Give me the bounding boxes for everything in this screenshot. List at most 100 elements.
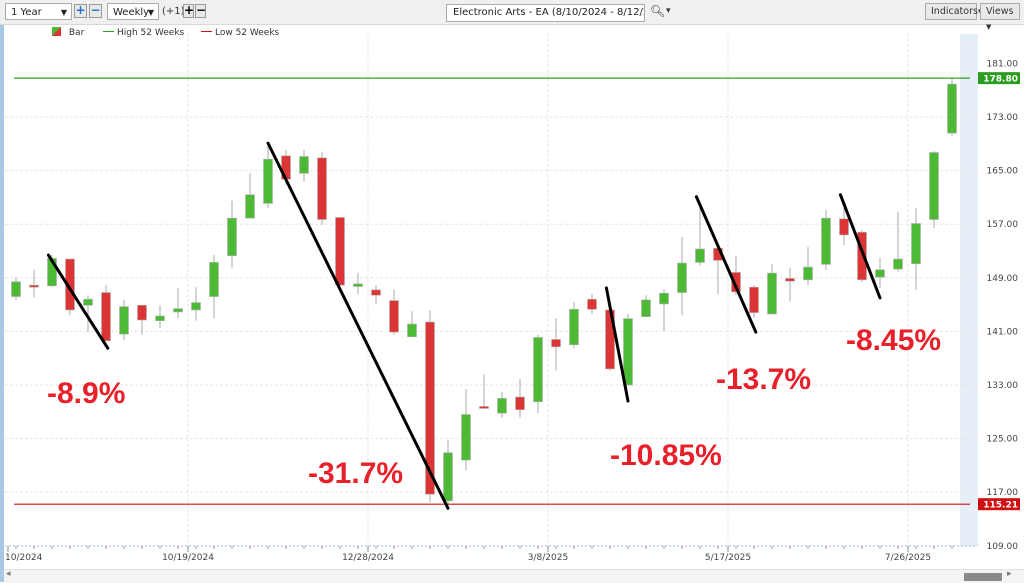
chevron-down-icon: ▼ [60, 8, 67, 17]
low-52-week-tag [978, 498, 1020, 511]
y-tick-label: 173.00 [987, 113, 1019, 123]
y-tick-label: 181.00 [987, 59, 1019, 69]
candle-up [245, 194, 255, 219]
candle-up [911, 223, 921, 265]
high-line-swatch [103, 31, 115, 32]
candle-down [785, 278, 795, 282]
trend-line [266, 141, 450, 510]
candle-up [929, 152, 939, 220]
offset-minus-button[interactable]: − [195, 3, 207, 18]
candle-up [821, 217, 831, 265]
interval-select[interactable]: Weekly ▼ [107, 3, 159, 20]
candle-up [191, 302, 201, 311]
chevron-down-icon: ▼ [986, 23, 992, 31]
candle-up [533, 337, 543, 403]
offset-plus-button[interactable]: + [183, 3, 195, 18]
candle-down [137, 304, 147, 321]
period-value: 1 Year [11, 7, 42, 18]
candle-down [371, 289, 381, 296]
high-52-week-tag-label: 178.80 [983, 75, 1018, 85]
annotation-label: -13.7% [716, 363, 812, 396]
candle-up [83, 298, 93, 306]
annotation-label: -8.45% [846, 324, 942, 357]
annotation-label: -10.85% [610, 439, 722, 472]
candle-down [515, 396, 525, 411]
candle-up [947, 83, 957, 134]
price-chart[interactable]: 181.00 173.00 165.00 157.00 149.00 141.00 133.… [0, 0, 1024, 570]
candle-up [119, 306, 129, 335]
y-tick-label: 133.00 [987, 381, 1019, 391]
x-tick-label: 7/26/2025 [885, 553, 931, 563]
trend-line [46, 253, 110, 350]
candle-up [569, 308, 579, 346]
y-tick-label: 125.00 [987, 435, 1019, 445]
y-tick-label: 109.00 [987, 542, 1019, 552]
views-label: Views [986, 6, 1014, 17]
candle-up [353, 283, 363, 287]
scroll-left-icon[interactable]: ◂ [6, 569, 11, 579]
candle-down [317, 157, 327, 220]
candle-up [263, 158, 273, 204]
candle-down [29, 284, 39, 288]
candle-up [875, 269, 885, 278]
search-dropdown-icon[interactable]: ▾ [666, 6, 671, 16]
symbol-title-field[interactable]: Electronic Arts - EA (8/10/2024 - 8/12/2… [446, 4, 645, 22]
candle-down [425, 321, 435, 495]
y-tick-label: 165.00 [987, 167, 1019, 177]
candle-down [731, 272, 741, 293]
legend: Bar High 52 Weeks Low 52 Weeks [52, 27, 279, 38]
search-icon[interactable]: 🔍︎ [650, 4, 666, 18]
period-select[interactable]: 1 Year ▼ [5, 3, 72, 20]
zoom-out-button[interactable]: − [89, 3, 102, 18]
legend-low: Low 52 Weeks [214, 28, 280, 38]
x-tick-label: 5/17/2025 [705, 553, 751, 563]
x-tick-label: 10/19/2024 [162, 553, 214, 563]
left-edge-bar [0, 0, 4, 582]
x-tick-label: 3/8/2025 [528, 553, 568, 563]
high-52-week-tag [978, 72, 1020, 85]
candle-down [749, 286, 759, 313]
candle-up [695, 248, 705, 263]
x-tick-label: 10/2024 [5, 553, 43, 563]
candle-down [551, 339, 561, 348]
candle-up [767, 272, 777, 315]
candle-up [893, 258, 903, 270]
current-period-band [960, 34, 978, 546]
annotation-label: -8.9% [47, 377, 126, 410]
candle-up [623, 318, 633, 386]
candle-up [659, 292, 669, 305]
candle-up [641, 299, 651, 317]
y-tick-label: 149.00 [987, 274, 1019, 284]
candle-down [389, 300, 399, 333]
scroll-right-icon[interactable]: ▸ [1007, 569, 1012, 579]
zoom-in-button[interactable]: + [74, 3, 87, 18]
candle-up [677, 262, 687, 293]
trend-line [604, 286, 630, 403]
candle-up [443, 452, 453, 502]
horizontal-scrollbar[interactable]: ◂ ▸ [4, 569, 1024, 583]
low-52-week-tag-label: 115.21 [983, 501, 1018, 511]
legend-high: High 52 Weeks [117, 28, 185, 38]
offset-label: (+1) [162, 6, 185, 17]
trend-line [694, 195, 758, 334]
candle-up [497, 398, 507, 414]
candle-up [209, 262, 219, 297]
candle-down [335, 217, 345, 286]
toolbar: 1 Year ▼ + − Weekly ▼ (+1) + − Electronic … [0, 0, 1024, 31]
y-tick-label: 117.00 [987, 488, 1019, 498]
y-tick-label: 141.00 [987, 327, 1019, 337]
indicators-label: Indicators [931, 6, 978, 17]
trend-line [838, 193, 882, 300]
legend-bar: Bar [68, 28, 85, 38]
candle-down [101, 292, 111, 342]
candle-down [857, 231, 867, 281]
candle-up [803, 266, 813, 281]
interval-value: Weekly [113, 7, 150, 18]
candle-up [227, 217, 237, 256]
x-tick-label: 12/28/2024 [342, 553, 394, 563]
views-button[interactable]: Views ▼ [980, 3, 1020, 31]
candle-up [461, 414, 471, 461]
chevron-down-icon: ▼ [147, 8, 154, 17]
low-line-swatch [201, 31, 213, 32]
scrollbar-thumb[interactable] [964, 573, 1002, 581]
